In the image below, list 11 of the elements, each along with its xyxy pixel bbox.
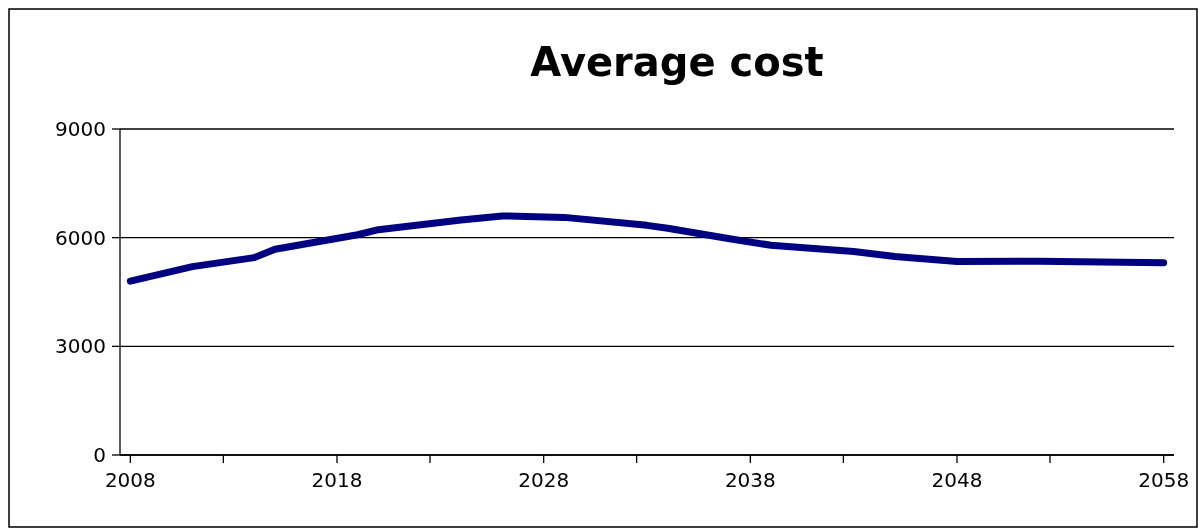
x-tick-label: 2018 [311,468,363,492]
chart-title: Average cost [530,39,824,85]
y-tick-label: 6000 [55,225,106,250]
x-tick-label: 2008 [104,468,156,492]
y-tick-label: 0 [93,443,106,467]
y-tick-label: 3000 [55,334,106,359]
x-tick-label: 2038 [724,468,776,492]
x-tick-label: 2028 [518,468,570,492]
y-tick-label: 9000 [55,117,106,141]
x-tick-label: 2058 [1138,468,1190,492]
x-tick-label: 2048 [931,468,983,492]
